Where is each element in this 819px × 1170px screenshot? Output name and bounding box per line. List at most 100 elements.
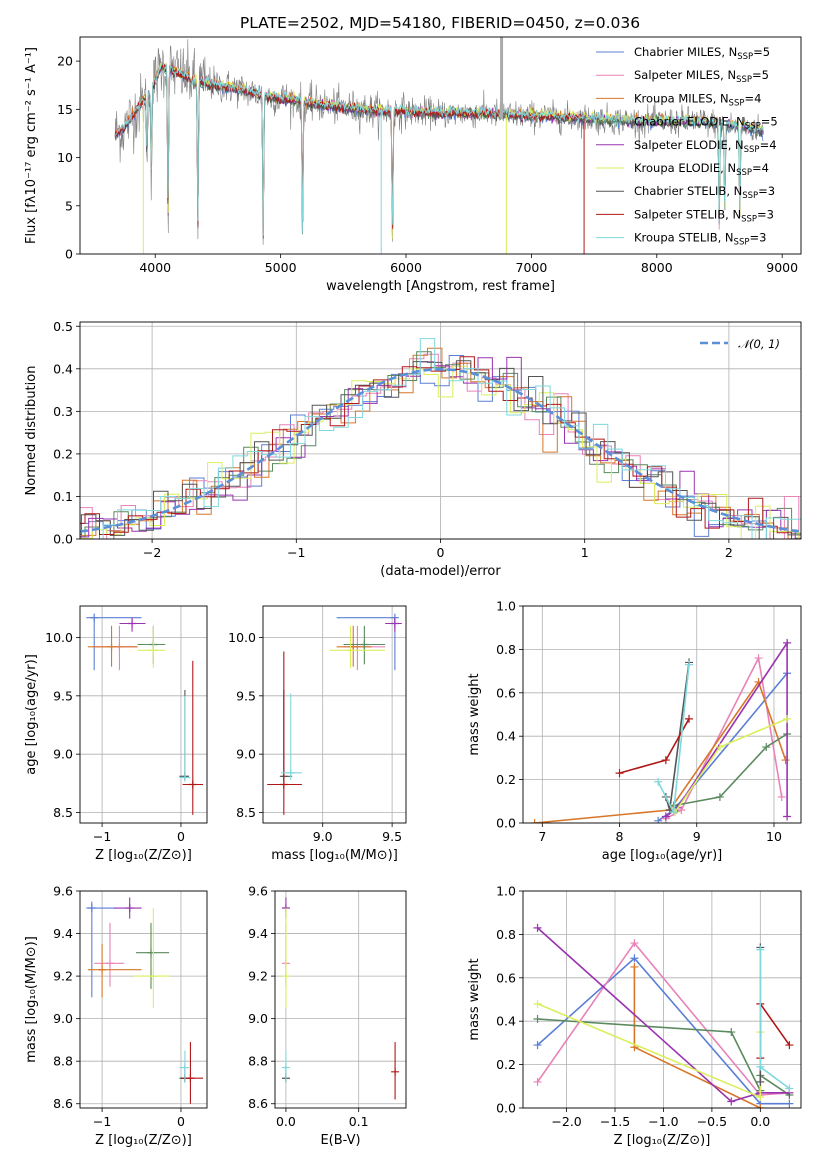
legend-entry: Salpeter ELODIE, NSSP=4 [634, 138, 777, 155]
point-marker [90, 613, 99, 622]
point-marker [281, 1063, 290, 1072]
series-line-kroupa-miles [633, 967, 761, 1108]
x-tick-label: −2.0 [551, 1114, 581, 1129]
point-marker [87, 904, 96, 913]
legend-tail: =5 [761, 115, 778, 129]
y-tick-label: 8.8 [248, 1054, 268, 1069]
plot-frame [522, 605, 802, 824]
legend: 𝒩(0, 1) [700, 337, 780, 351]
x-tick-label: 0 [437, 545, 445, 560]
normal-curve [80, 367, 801, 533]
x-axis-label: Z [log₁₀(Z/Z⊙)] [95, 848, 192, 863]
x-tick-label: −2 [143, 545, 161, 560]
y-axis-label: age [log₁₀(age/yr)] [24, 654, 39, 775]
point-marker [149, 646, 158, 655]
legend-tail: =3 [757, 207, 774, 221]
data-point-salpeter-stelib [391, 1042, 400, 1100]
data-point-salpeter-stelib [182, 660, 204, 815]
series-marker [533, 923, 542, 932]
x-tick-label: 0 [177, 829, 185, 844]
series-marker [756, 1062, 765, 1071]
residuals-panel: −2 −1 0 1 2 0.0 0.1 0.2 0.3 0.4 0.5 (data-model)/er… [24, 319, 802, 579]
legend-subscript: SSP [741, 214, 757, 224]
errorbars [86, 613, 204, 815]
legend-subscript: SSP [745, 122, 761, 132]
series-line-kroupa-stelib [759, 949, 790, 1090]
data-point-kroupa-stelib [179, 1050, 189, 1083]
series-marker [530, 819, 539, 823]
y-tick-label: 8.6 [53, 1096, 73, 1111]
series-marker [785, 1084, 794, 1093]
point-marker [279, 780, 288, 789]
histograms [80, 338, 801, 539]
y-axis-label: Normed distribution [24, 366, 39, 496]
data-point-kroupa-miles [87, 625, 138, 667]
legend-entry: Chabrier MILES, NSSP=5 [634, 45, 770, 62]
y-tick-label: 10.0 [228, 630, 256, 645]
legend-subscript: SSP [737, 52, 753, 62]
series-line-salpeter-elodie [536, 927, 790, 1103]
spectrum-lines [114, 37, 764, 254]
y-tick-label: 9.0 [53, 1011, 73, 1026]
data-point-kroupa-elodie [281, 908, 290, 1009]
x-tick-label: 0 [177, 1114, 185, 1129]
series-marker [783, 638, 792, 647]
series-lines [533, 923, 794, 1108]
y-tick-label: 0.5 [53, 319, 73, 334]
y-tick-label: 9.6 [248, 884, 268, 899]
legend-text: Kroupa ELODIE, N [634, 161, 736, 175]
legend-text: Kroupa MILES, N [634, 91, 729, 105]
data-point-chabrier-miles [86, 901, 118, 998]
x-tick-label: −1 [93, 829, 111, 844]
histogram-salpeter-stelib [80, 356, 801, 539]
series-marker [685, 660, 694, 669]
point-marker [180, 1063, 189, 1072]
plot-frame [79, 321, 802, 540]
legend-tail: =4 [744, 91, 761, 105]
legend-text: Chabrier ELODIE, N [634, 115, 745, 129]
x-tick-label: −0.5 [697, 1114, 727, 1129]
y-tick-label: 1.0 [496, 599, 516, 614]
y-axis-label: Flux [fλ10⁻¹⁷ erg cm⁻² s⁻¹ A⁻¹] [24, 47, 39, 244]
legend: Chabrier MILES, NSSP=5 Salpeter MILES, NS… [596, 45, 778, 248]
data-point-kroupa-elodie [329, 625, 386, 668]
series-line-salpeter-stelib [759, 1001, 791, 1059]
point-marker [281, 972, 290, 981]
y-tick-label: 20 [57, 54, 73, 69]
legend-label: 𝒩(0, 1) [738, 337, 780, 351]
legend-subscript: SSP [736, 75, 752, 85]
x-tick-label: 9.5 [382, 829, 402, 844]
series-marker [727, 1028, 736, 1037]
data-point-kroupa-stelib [281, 1050, 290, 1083]
plot-frame [79, 890, 208, 1109]
data-point-salpeter-stelib [267, 651, 302, 815]
series-marker [777, 792, 786, 801]
y-tick-label: 0.3 [53, 404, 73, 419]
y-tick-label: 5 [65, 198, 73, 213]
legend-tail: =4 [760, 138, 777, 152]
legend-entry: Chabrier ELODIE, NSSP=5 [634, 115, 778, 132]
histogram-kroupa-elodie [80, 365, 801, 539]
series-marker [630, 939, 639, 948]
y-tick-label: 0.6 [496, 685, 516, 700]
legend-entry: Kroupa STELIB, NSSP=3 [634, 231, 766, 248]
series-line-chabrier-miles [536, 957, 790, 1105]
errorbars [86, 897, 204, 1104]
y-tick-label: 0.2 [496, 1057, 516, 1072]
legend-tail: =4 [752, 161, 769, 175]
point-marker [286, 768, 295, 777]
y-tick-label: 0.4 [53, 361, 73, 376]
data-point-chabrier-elodie [137, 625, 166, 665]
point-marker [125, 904, 134, 913]
series-marker [615, 769, 624, 778]
errorbars [281, 897, 400, 1100]
legend-tail: =3 [758, 184, 775, 198]
mass-vs-Z-panel: −1 0 8.6 8.8 9.0 9.2 9.4 9.6 Z [log₁₀(Z/Z⊙)] mass… [24, 884, 208, 1148]
legend-entry: Salpeter MILES, NSSP=5 [634, 68, 769, 85]
series-marker [785, 1099, 794, 1108]
spectrum-panel: PLATE=2502, MJD=54180, FIBERID=0450, z=0… [24, 14, 802, 294]
y-tick-label: 0.0 [496, 1101, 516, 1116]
legend-text: Kroupa STELIB, N [634, 231, 734, 245]
point-marker [149, 972, 158, 981]
